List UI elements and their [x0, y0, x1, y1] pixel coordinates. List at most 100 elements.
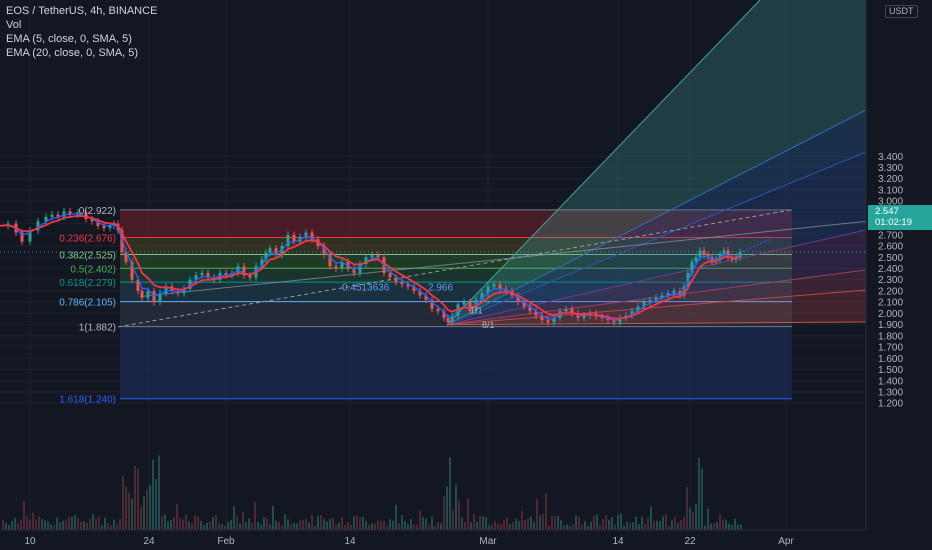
gann-ratio-label: 0.4513636 — [342, 282, 390, 293]
projection-arrow — [741, 238, 771, 253]
volume-bar — [416, 524, 418, 530]
volume-bar — [470, 522, 472, 530]
gann-fan-zone — [447, 0, 866, 325]
candle-body — [20, 232, 24, 242]
candle-body — [418, 290, 422, 296]
volume-bar — [656, 520, 658, 530]
volume-bar — [53, 524, 55, 530]
volume-bar — [662, 516, 664, 530]
volume-bar — [710, 523, 712, 530]
volume-bar — [320, 515, 322, 530]
time-tick-label: Apr — [778, 536, 794, 547]
volume-bar — [731, 524, 733, 530]
fib-level-label: 1.618(1.240) — [59, 395, 116, 406]
volume-bar — [194, 515, 196, 530]
volume-bar — [302, 520, 304, 530]
candle-body — [722, 250, 726, 256]
volume-bar — [161, 516, 163, 530]
indicator-volume[interactable]: Vol — [6, 19, 22, 31]
volume-bar — [494, 521, 496, 530]
volume-bar — [65, 520, 67, 530]
volume-bar — [140, 506, 142, 530]
volume-bar — [599, 525, 601, 530]
candle-countdown: 01:02:19 — [875, 217, 912, 228]
candle-body — [642, 302, 646, 307]
volume-bar — [500, 524, 502, 530]
volume-bar — [221, 524, 223, 530]
volume-bar — [377, 520, 379, 530]
candle-body — [96, 221, 100, 226]
volume-bar — [389, 519, 391, 530]
volume-bar — [686, 486, 688, 530]
currency-selector[interactable]: USDT — [885, 5, 918, 18]
volume-bar — [341, 517, 343, 530]
ema5-line — [0, 212, 741, 322]
volume-bar — [455, 484, 457, 530]
volume-bar — [458, 500, 460, 530]
candle-body — [424, 295, 428, 300]
candle-body — [242, 266, 246, 276]
volume-bar — [176, 503, 178, 530]
volume-bar — [503, 520, 505, 530]
candle-body — [264, 252, 268, 260]
volume-bar — [701, 468, 703, 530]
volume-bar — [578, 516, 580, 530]
volume-bar — [5, 523, 7, 530]
volume-bar — [689, 507, 691, 530]
indicator-ema5[interactable]: EMA (5, close, 0, SMA, 5) — [6, 33, 132, 45]
price-tick-label: 1.700 — [878, 343, 903, 354]
volume-bar — [155, 478, 157, 530]
volume-bar — [653, 520, 655, 530]
indicator-ema20[interactable]: EMA (20, close, 0, SMA, 5) — [6, 47, 139, 59]
candle-body — [152, 290, 156, 303]
volume-bar — [605, 514, 607, 530]
volume-bar — [596, 514, 598, 530]
volume-bar — [149, 485, 151, 530]
volume-bar — [308, 522, 310, 530]
volume-bar — [638, 524, 640, 530]
chart-legend: EOS / TetherUS, 4h, BINANCE Vol EMA (5, … — [6, 4, 157, 60]
volume-bar — [383, 520, 385, 530]
symbol-title[interactable]: EOS / TetherUS, 4h, BINANCE — [6, 5, 158, 17]
fib-level-label: 0.5(2.402) — [70, 264, 116, 275]
fib-level-label: 0.618(2.279) — [59, 278, 116, 289]
volume-bar — [719, 514, 721, 530]
volume-bar — [119, 518, 121, 530]
volume-bar — [296, 523, 298, 530]
volume-bar — [368, 524, 370, 530]
volume-bar — [449, 457, 451, 530]
volume-bar — [86, 522, 88, 530]
volume-bar — [740, 524, 742, 530]
candle-body — [654, 297, 658, 300]
volume-bar — [110, 525, 112, 530]
volume-bar — [641, 516, 643, 530]
volume-bar — [446, 486, 448, 530]
volume-bar — [668, 525, 670, 530]
volume-bar — [539, 515, 541, 530]
gann-fan-line — [446, 0, 761, 325]
volume-bar — [2, 520, 4, 530]
candle-body — [200, 272, 204, 276]
volume-bar — [116, 524, 118, 530]
volume-bar — [17, 523, 19, 530]
volume-bar — [83, 521, 85, 530]
volume-bar — [443, 496, 445, 530]
volume-bar — [338, 522, 340, 530]
volume-bar — [602, 519, 604, 530]
volume-bar — [440, 523, 442, 530]
candle-body — [194, 275, 198, 280]
candle-body — [436, 308, 440, 312]
volume-bar — [188, 521, 190, 530]
volume-bar — [305, 518, 307, 530]
volume-bar — [179, 517, 181, 530]
fib-zone — [120, 268, 792, 283]
volume-bar — [452, 509, 454, 530]
volume-bar — [437, 522, 439, 530]
fib-zone — [120, 254, 792, 269]
volume-bar — [251, 522, 253, 530]
candle-body — [612, 320, 616, 323]
volume-bar — [347, 522, 349, 530]
time-tick-label: 10 — [24, 536, 36, 547]
volume-bar — [722, 519, 724, 530]
